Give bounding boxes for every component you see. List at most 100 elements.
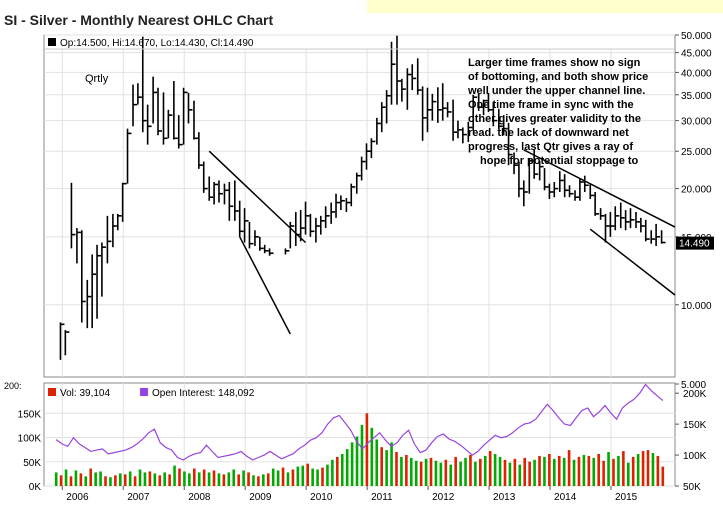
ohlc-bar (80, 230, 86, 323)
x-axis: 2006 2007 2008 2009 2010 2011 2012 2013 2014 2015 (61, 486, 638, 503)
volume-bar (84, 476, 88, 486)
volume-bar (533, 459, 536, 486)
ohlc-bar (518, 161, 523, 198)
price-panel (43, 34, 676, 378)
year-label: 2014 (554, 492, 577, 503)
volume-bar (641, 451, 645, 486)
volume-bar (74, 470, 78, 486)
year-label: 2012 (432, 492, 455, 503)
volume-bar (158, 475, 162, 486)
ohlc-bar (416, 58, 422, 95)
ohlc-bar (202, 161, 208, 193)
price-tick-label: 50.000 (681, 31, 712, 42)
volume-bar (483, 455, 487, 486)
volume-bar (543, 456, 546, 486)
volume-bar (553, 458, 556, 486)
price-tick-label: 35.000 (681, 91, 712, 102)
ohlc-bar (198, 132, 203, 169)
ohlc-bar (213, 182, 219, 205)
ohlc-bar (289, 221, 295, 249)
ohlc-bar (492, 101, 498, 127)
volume-bar (661, 466, 665, 486)
volume-bar (617, 455, 620, 486)
volume-bar (94, 472, 97, 486)
ohlc-bar (86, 279, 92, 329)
ohlc-bar (487, 92, 493, 112)
ohlc-bar (173, 81, 178, 140)
ohlc-bar (335, 193, 341, 218)
volume-bar (464, 457, 467, 486)
ohlc-bar (482, 99, 488, 116)
ohlc-bar (538, 160, 544, 181)
ohlc-bar (243, 208, 249, 243)
ohlc-bar (263, 244, 269, 254)
year-label: 2011 (371, 492, 393, 503)
ohlc-bar (640, 217, 645, 233)
ohlc-bar (228, 182, 234, 221)
ohlc-bar (441, 83, 447, 121)
ohlc-bar (234, 180, 239, 221)
ohlc-bar (609, 211, 615, 237)
channel-line (239, 236, 291, 335)
ohlc-bar (574, 190, 580, 201)
volume-bar (646, 450, 650, 486)
ohlc-bar (543, 168, 549, 191)
volume-bar (316, 469, 319, 486)
volume-bar (518, 464, 522, 486)
ohlc-bar (635, 211, 640, 229)
ohlc-bar (431, 93, 437, 121)
ohlc-bar (137, 83, 142, 105)
volume-bar (153, 473, 157, 486)
ohlc-bar (380, 102, 386, 133)
volume-bar (168, 474, 171, 486)
vol-legend-swatch (48, 388, 56, 396)
volume-bar (429, 457, 433, 486)
ohlc-bar (660, 230, 666, 244)
volume-bar (626, 462, 630, 486)
channel-trendlines (208, 149, 676, 335)
volume-bar (488, 451, 492, 486)
volume-bar (434, 460, 438, 486)
year-label: 2010 (310, 492, 333, 503)
volume-bar (498, 456, 502, 486)
volume-bar (340, 453, 344, 486)
last-price-box (676, 236, 714, 250)
ohlc-bar (345, 198, 351, 212)
ohlc-bar (365, 143, 371, 170)
oi-legend: Open Interest: 148,092 (152, 388, 255, 399)
volume-bar (163, 472, 166, 486)
ohlc-bar (101, 242, 106, 297)
volume-bar (173, 465, 176, 486)
ohlc-legend-swatch (48, 38, 56, 46)
volume-bar (138, 469, 142, 486)
volume-bar (104, 476, 107, 486)
volume-bar (212, 470, 216, 486)
volume-panel (43, 382, 676, 487)
volume-bar (237, 474, 240, 486)
ohlc-bar (350, 183, 356, 207)
ohlc-bar (112, 213, 117, 248)
volume-bar (326, 464, 329, 486)
volume-bar (331, 459, 334, 486)
price-tick-label: 30.000 (681, 117, 712, 128)
oi-tick-label: 150K (683, 420, 707, 431)
ohlc-bar (528, 158, 534, 194)
ohlc-bar (121, 182, 127, 222)
ohlc-bar (589, 183, 595, 199)
ohlc-bar (385, 90, 391, 124)
volume-bar (557, 455, 561, 486)
open-interest-axis: 50K 100K 150K 200K (675, 389, 707, 493)
volume-bar (266, 473, 270, 486)
volume-bar (424, 458, 428, 486)
volume-bar (365, 413, 369, 486)
ohlc-bar (401, 78, 406, 102)
volume-bar (513, 458, 517, 486)
oi-tick-label: 50K (683, 482, 701, 493)
volume-bar (301, 465, 305, 486)
ohlc-bar (152, 76, 158, 124)
ohlc-bar (472, 94, 478, 132)
volume-bar (262, 474, 265, 486)
volume-bar (375, 439, 379, 486)
volume-bar (291, 469, 295, 486)
